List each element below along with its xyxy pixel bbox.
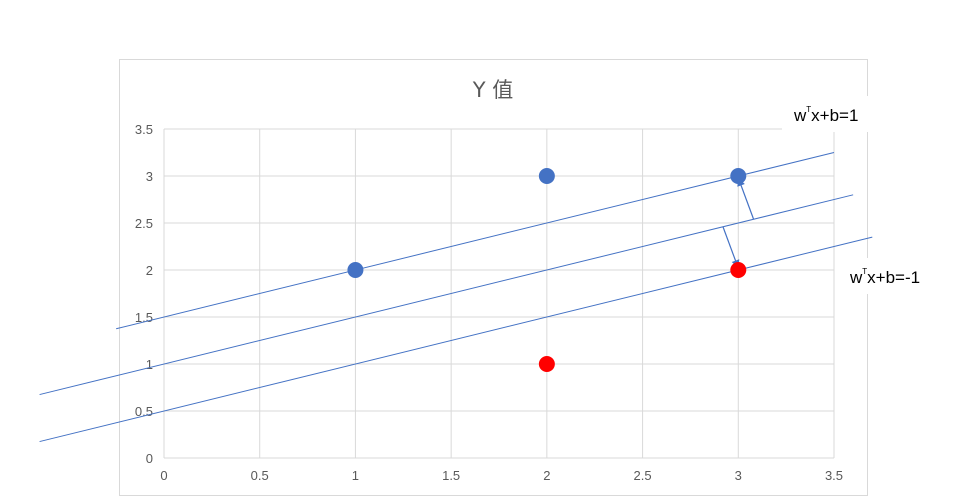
hyperplane-line <box>116 152 835 330</box>
x-tick-label: 2.5 <box>634 468 652 483</box>
y-tick-label: 1 <box>146 357 153 372</box>
x-tick-label: 3 <box>735 468 742 483</box>
blue-data-point <box>347 262 364 278</box>
y-tick-label: 1.5 <box>135 310 153 325</box>
annotation-lower-label: wTx+b=-1 <box>849 267 920 287</box>
annotation-lower-box <box>838 258 948 294</box>
y-tick-label: 3 <box>146 169 153 184</box>
annotation-upper: wTx+b=1 <box>782 96 878 132</box>
x-tick-label: 0.5 <box>251 468 269 483</box>
data-points <box>347 168 747 372</box>
blue-data-point <box>730 168 747 184</box>
y-tick-label: 2.5 <box>135 216 153 231</box>
red-data-point <box>730 262 747 278</box>
y-axis-ticks: 0 0.5 1 1.5 2 2.5 3 3.5 <box>135 122 153 466</box>
hyperplane-line <box>39 194 854 396</box>
annotation-lower: wTx+b=-1 <box>838 258 948 294</box>
y-tick-label: 0 <box>146 451 153 466</box>
chart-area-border <box>119 59 868 496</box>
x-tick-label: 0 <box>160 468 167 483</box>
chart-title: Y 值 <box>472 78 514 102</box>
x-axis-ticks: 0 0.5 1 1.5 2 2.5 3 3.5 <box>160 468 843 483</box>
red-data-point <box>538 356 555 372</box>
x-tick-label: 2 <box>543 468 550 483</box>
y-tick-label: 0.5 <box>135 404 153 419</box>
x-tick-label: 1 <box>352 468 359 483</box>
y-tick-label: 3.5 <box>135 122 153 137</box>
blue-data-point <box>538 168 555 184</box>
annotation-upper-label: wTx+b=1 <box>793 105 858 125</box>
annotation-upper-box <box>782 96 878 132</box>
x-tick-label: 1.5 <box>442 468 460 483</box>
x-tick-label: 3.5 <box>825 468 843 483</box>
y-tick-label: 2 <box>146 263 153 278</box>
